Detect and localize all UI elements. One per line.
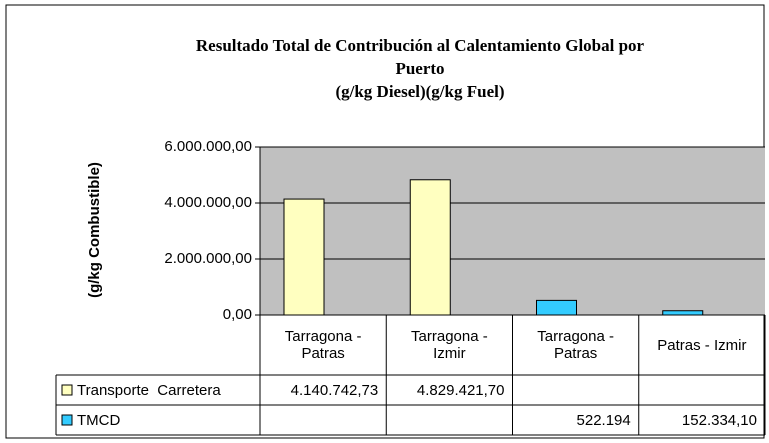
y-tick-label: 4.000.000,00 [164,194,252,211]
legend-key [61,384,73,396]
bar [409,179,451,316]
bar [283,198,325,316]
data-label: 152.334,10 [681,411,757,429]
data-label: 522.194 [576,411,631,429]
data-label: 4.829.421,70 [416,381,505,399]
legend-label: Transporte Carretera [77,381,221,399]
legend-key [61,414,73,426]
legend-label: TMCD [77,411,121,429]
x-tick-label: Patras - Izmir [657,336,747,354]
y-tick-label: 0,00 [223,306,252,323]
y-tick-label: 6.000.000,00 [164,138,252,155]
plot-area [260,147,765,315]
bar [536,299,577,316]
x-tick-label: Tarragona - Patras [537,328,614,362]
y-tick-label: 2.000.000,00 [164,250,252,267]
x-tick-label: Tarragona - Izmir [411,328,488,362]
chart-title: Resultado Total de Contribución al Calen… [195,36,645,101]
data-label: 4.140.742,73 [290,381,379,399]
y-axis-title: (g/kg Combustible) [86,162,103,298]
x-tick-label: Tarragona - Patras [284,328,362,362]
